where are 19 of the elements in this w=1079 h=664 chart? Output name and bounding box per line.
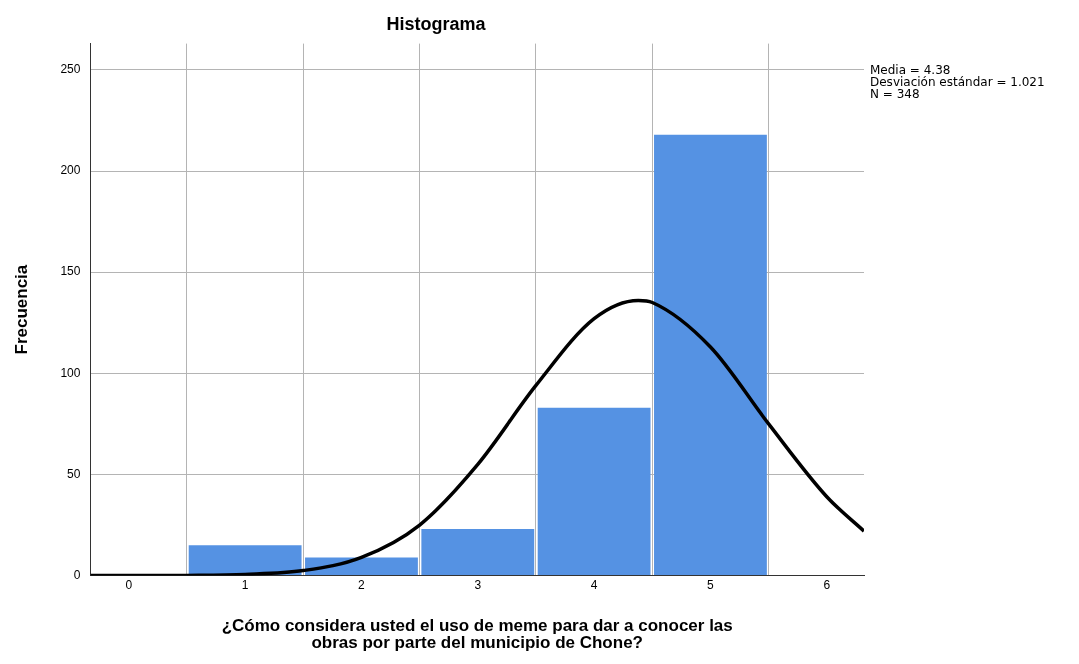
x-tick-label: 5	[707, 578, 715, 593]
y-tick-label: 150	[60, 264, 81, 279]
x-tick-label: 2	[358, 578, 366, 593]
y-tick-label: 200	[60, 163, 81, 178]
x-tick-label: 0	[125, 578, 133, 593]
x-tick-label: 3	[474, 578, 482, 593]
y-tick-label: 50	[67, 466, 81, 481]
text: N = 348	[870, 87, 921, 101]
x-tick-label: 6	[823, 578, 831, 593]
chart-title: Histograma	[386, 13, 487, 34]
x-tick-label: 1	[241, 578, 249, 593]
y-tick-label: 100	[60, 365, 81, 380]
y-tick-label: 250	[60, 62, 81, 77]
text: Media = 4.38	[870, 63, 951, 77]
x-axis-title: ¿Cómo considera usted el uso de meme para dar a conocer las obras por parte del municipio de Chone?	[221, 616, 733, 653]
text: Desviación estándar = 1.021	[870, 75, 1045, 89]
x-tick-label: 4	[590, 578, 598, 593]
y-axis-title: Frecuencia	[11, 264, 31, 355]
y-tick-label: 0	[73, 567, 81, 582]
